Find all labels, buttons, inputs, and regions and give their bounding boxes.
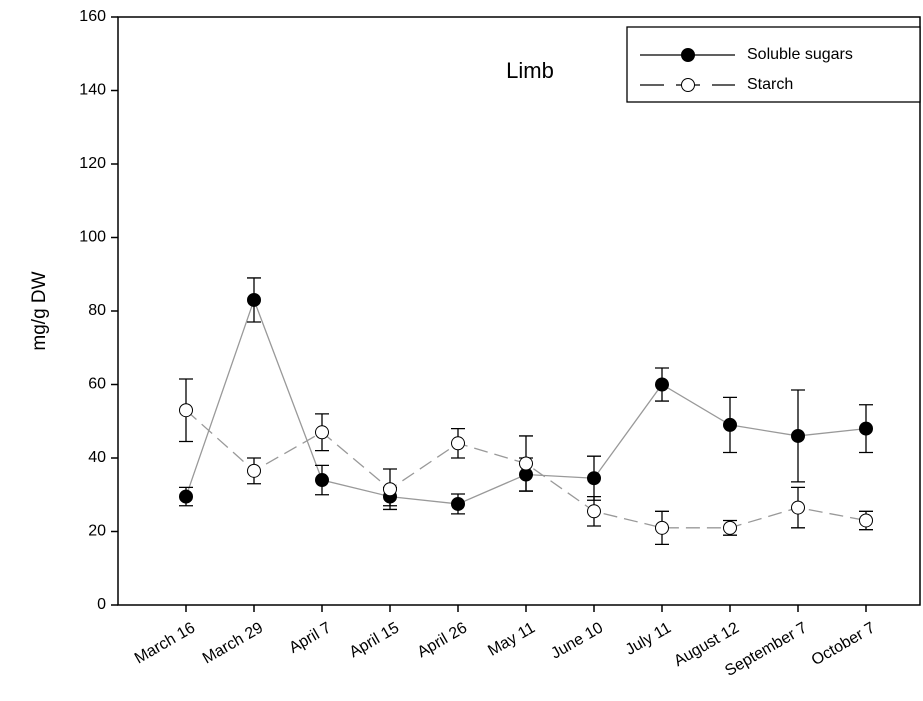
x-tick-label: July 11: [623, 619, 674, 659]
y-tick-label: 120: [79, 155, 106, 172]
data-point: [383, 482, 397, 497]
y-tick-label: 20: [88, 523, 106, 540]
x-tick-label: April 26: [415, 619, 471, 661]
y-tick-label: 100: [79, 229, 106, 246]
y-tick-label: 160: [79, 8, 106, 25]
data-point: [179, 403, 193, 418]
x-tick-label: June 10: [548, 619, 606, 662]
x-tick-label: March 29: [200, 619, 266, 667]
legend-marker: [681, 48, 695, 62]
data-point: [587, 504, 601, 519]
y-tick-label: 40: [88, 449, 106, 466]
x-tick-label: May 11: [485, 619, 538, 659]
data-point: [519, 456, 533, 471]
x-tick-label: April 7: [286, 619, 334, 656]
y-tick-label: 80: [88, 302, 106, 319]
y-tick-label: 0: [97, 596, 106, 613]
data-point: [723, 520, 737, 535]
data-point: [247, 292, 261, 307]
y-tick-label: 140: [79, 82, 106, 99]
data-point: [655, 377, 669, 392]
annotation: Limb: [506, 58, 554, 83]
x-tick-label: April 15: [347, 619, 403, 661]
data-point: [859, 513, 873, 528]
plot-frame: [117, 16, 921, 606]
data-point: [451, 496, 465, 511]
x-tick-label: March 16: [132, 619, 198, 667]
data-point: [791, 500, 805, 515]
data-point: [179, 489, 193, 504]
y-tick-label: 60: [88, 376, 106, 393]
data-point: [315, 425, 329, 440]
data-point: [791, 428, 805, 443]
data-point: [451, 436, 465, 451]
x-tick-label: October 7: [809, 619, 878, 669]
legend-marker: [681, 78, 695, 92]
data-point: [655, 520, 669, 535]
data-point: [859, 421, 873, 436]
legend-label: Starch: [747, 76, 793, 93]
data-point: [587, 471, 601, 486]
y-axis-label: mg/g DW: [29, 271, 50, 350]
legend-label: Soluble sugars: [747, 46, 853, 63]
data-point: [315, 473, 329, 488]
data-point: [723, 417, 737, 432]
legend-box: [626, 26, 921, 103]
data-point: [247, 463, 261, 478]
